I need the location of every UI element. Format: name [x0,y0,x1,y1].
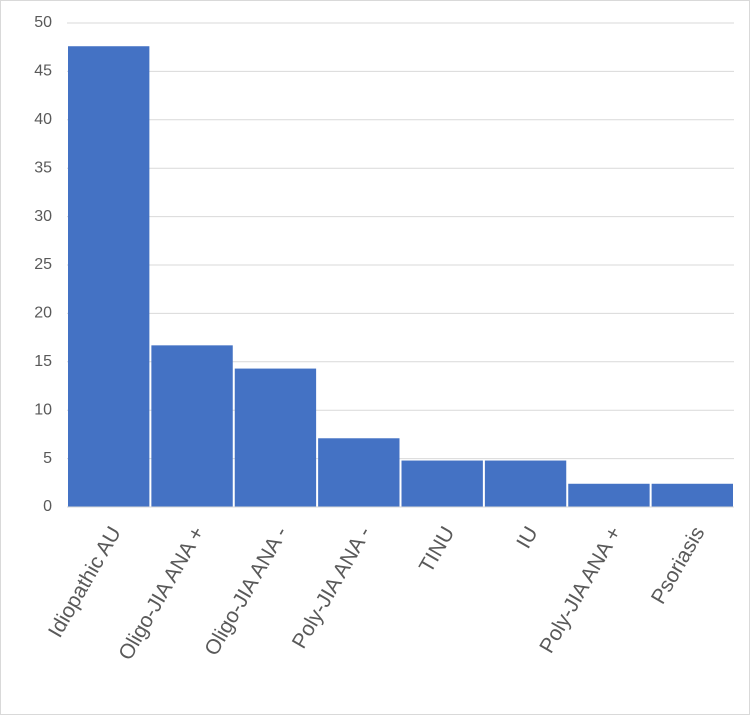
y-tick-label: 25 [34,256,52,273]
y-tick-label: 5 [43,450,52,467]
y-tick-label: 20 [34,305,52,322]
y-tick-label: 35 [34,159,52,176]
y-tick-label: 30 [34,208,52,225]
y-tick-label: 15 [34,353,52,370]
bar [568,483,650,507]
bar [484,460,567,507]
y-tick-label: 10 [34,401,52,418]
bar [651,483,733,507]
y-tick-label: 0 [43,498,52,515]
y-tick-label: 40 [34,111,52,128]
y-tick-label: 50 [34,14,52,31]
bar [234,368,317,507]
bar [151,345,233,507]
y-tick-label: 45 [34,63,52,80]
bar [401,460,483,507]
bar [318,438,400,507]
bar [68,46,150,508]
